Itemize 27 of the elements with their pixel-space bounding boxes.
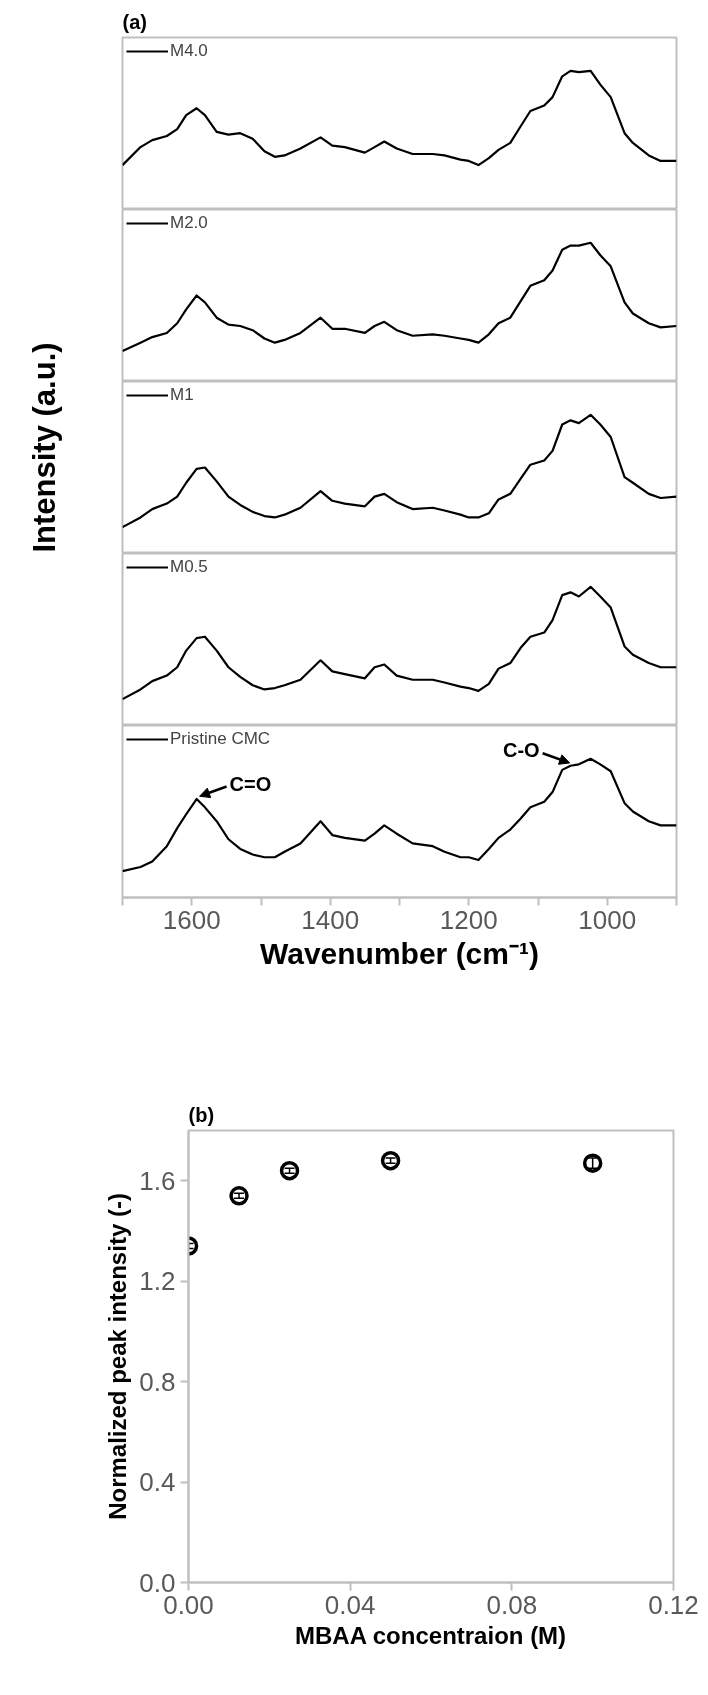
- x-tick-label: 1000: [578, 904, 637, 935]
- x-axis-title: Wavenumber (cm⁻¹): [260, 936, 539, 970]
- legend-label: M2.0: [170, 213, 208, 233]
- legend-label: Pristine CMC: [170, 729, 271, 749]
- y-axis-title: Intensity (a.u.): [27, 342, 62, 553]
- legend-label: M1: [170, 385, 194, 405]
- y-tick-label: 1.2: [139, 1266, 176, 1297]
- chart-title: (a): [122, 10, 147, 33]
- x-axis-title: MBAA concentraion (M): [295, 1621, 567, 1649]
- annotation: C=O: [229, 772, 272, 795]
- y-tick-label: 1.6: [139, 1165, 176, 1196]
- x-tick-label: 1400: [301, 904, 360, 935]
- y-axis-title: Normalized peak intensity (-): [104, 1193, 132, 1520]
- x-tick-label: 0.12: [648, 1589, 699, 1620]
- x-tick-label: 0.08: [486, 1589, 538, 1620]
- x-tick-label: 1600: [162, 904, 221, 935]
- x-tick-label: 1200: [439, 904, 498, 935]
- chart-title: (b): [188, 1103, 215, 1126]
- legend-label: M4.0: [170, 41, 208, 61]
- y-tick-label: 0.8: [139, 1366, 176, 1397]
- y-tick-label: 0.4: [139, 1467, 176, 1498]
- point: [380, 1150, 401, 1171]
- point: [279, 1160, 300, 1181]
- annotation: C-O: [502, 739, 540, 762]
- x-tick-label: 0.04: [324, 1589, 376, 1620]
- legend-label: M0.5: [170, 557, 208, 577]
- point: [229, 1186, 249, 1206]
